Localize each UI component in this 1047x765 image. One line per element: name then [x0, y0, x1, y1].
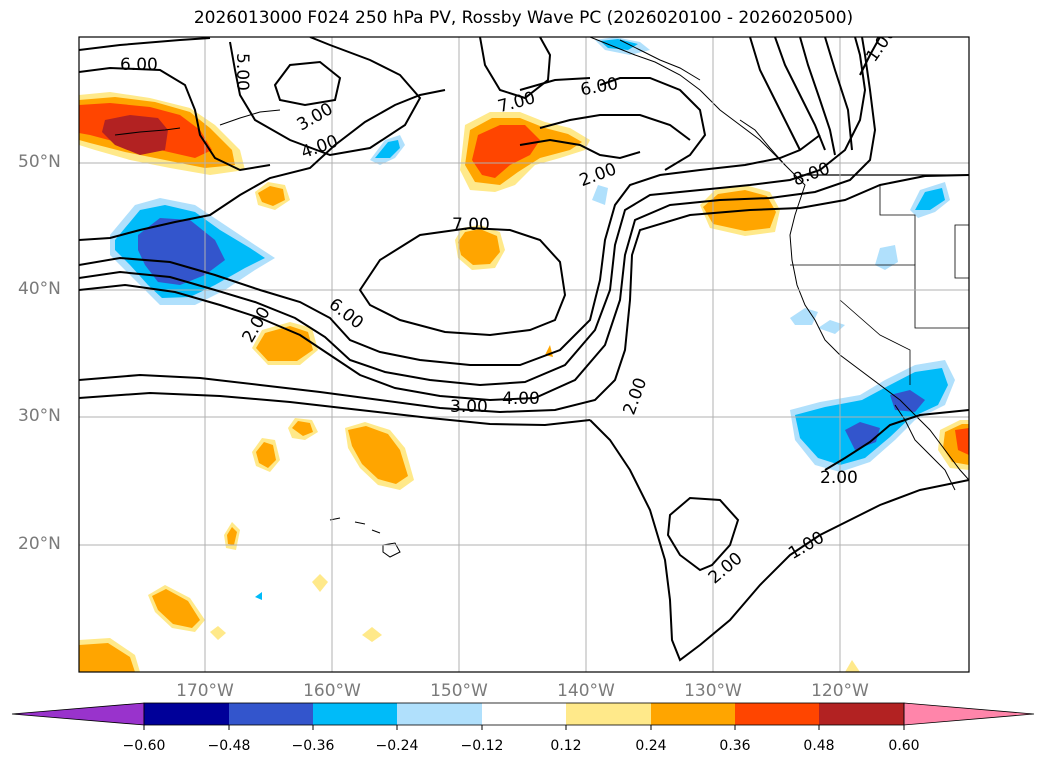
colorbar-segment — [229, 703, 313, 725]
colorbar-segment — [144, 703, 229, 725]
colorbar-tick-label: 0.36 — [705, 738, 765, 754]
colorbar-tick-label: 0.48 — [789, 738, 849, 754]
colorbar — [12, 703, 1034, 730]
colorbar-segment — [819, 703, 904, 725]
lat-label: 30°N — [18, 406, 61, 426]
colorbar-tick-label: −0.12 — [452, 738, 512, 754]
contour-label: 7.00 — [452, 215, 490, 235]
lon-label: 130°W — [668, 681, 758, 701]
colorbar-arrow-right — [904, 703, 1034, 725]
colorbar-segment — [397, 703, 482, 725]
contour-label: 6.00 — [120, 55, 158, 75]
colorbar-tick-label: 0.12 — [536, 738, 596, 754]
lon-label: 160°W — [287, 681, 377, 701]
lon-label: 120°W — [795, 681, 885, 701]
colorbar-tick-label: 0.60 — [874, 738, 934, 754]
colorbar-segment — [482, 703, 566, 725]
colorbar-segment — [651, 703, 735, 725]
colorbar-segment — [735, 703, 819, 725]
colorbar-tick-label: 0.24 — [621, 738, 681, 754]
colorbar-segment — [566, 703, 651, 725]
colorbar-tick-label: −0.36 — [283, 738, 343, 754]
colorbar-tick-label: −0.48 — [199, 738, 259, 754]
lon-label: 150°W — [414, 681, 504, 701]
lon-label: 140°W — [541, 681, 631, 701]
colorbar-tick-label: −0.60 — [114, 738, 174, 754]
contour-label: 3.00 — [450, 397, 488, 417]
contour-label: 2.00 — [820, 468, 858, 488]
colorbar-arrow-left — [12, 703, 144, 725]
lat-label: 40°N — [18, 279, 61, 299]
lat-label: 20°N — [18, 534, 61, 554]
lon-label: 170°W — [160, 681, 250, 701]
contour-label: 5.00 — [232, 53, 252, 91]
colorbar-tick-label: −0.24 — [367, 738, 427, 754]
lat-label: 50°N — [18, 152, 61, 172]
colorbar-segment — [313, 703, 397, 725]
contour-label: 4.00 — [502, 389, 540, 409]
